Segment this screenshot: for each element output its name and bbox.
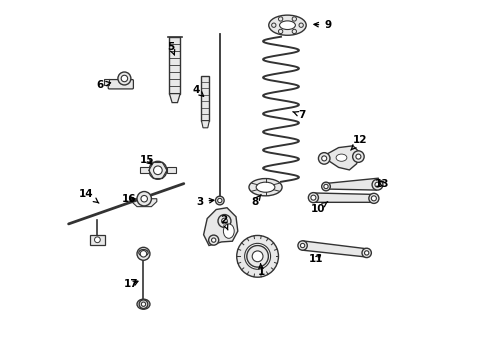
Circle shape [365,251,369,255]
Circle shape [139,300,148,309]
Polygon shape [170,94,180,103]
FancyBboxPatch shape [108,80,133,89]
Text: 14: 14 [79,189,99,203]
Circle shape [153,166,162,175]
Circle shape [353,151,364,162]
Ellipse shape [223,224,234,238]
FancyBboxPatch shape [170,37,180,94]
Ellipse shape [256,182,275,192]
Polygon shape [201,121,209,128]
Text: 15: 15 [140,155,154,165]
Circle shape [321,182,330,191]
Ellipse shape [137,299,150,309]
Circle shape [356,154,361,159]
Polygon shape [324,178,380,190]
Polygon shape [322,146,360,170]
Polygon shape [204,208,238,246]
Circle shape [321,156,327,161]
Text: 12: 12 [351,135,368,150]
Circle shape [141,302,146,306]
Circle shape [372,179,383,190]
Circle shape [216,196,224,205]
Circle shape [212,238,216,242]
Text: 8: 8 [251,194,261,207]
Circle shape [221,218,227,224]
Ellipse shape [280,21,295,30]
Circle shape [247,246,269,267]
Circle shape [278,29,283,33]
Circle shape [245,243,270,269]
Text: 13: 13 [375,179,390,189]
Circle shape [318,153,330,164]
Circle shape [141,195,147,202]
Polygon shape [132,199,157,207]
Circle shape [140,251,147,257]
Circle shape [137,247,150,260]
Ellipse shape [336,154,347,161]
Circle shape [369,193,379,203]
Text: 4: 4 [193,85,204,96]
Circle shape [292,17,296,21]
Text: 1: 1 [258,264,265,277]
Polygon shape [103,79,109,85]
Circle shape [324,184,328,189]
Text: 17: 17 [124,279,139,289]
Polygon shape [167,167,176,173]
Circle shape [362,248,371,258]
Text: 6: 6 [97,80,111,90]
Circle shape [137,192,151,206]
Circle shape [271,23,276,27]
Ellipse shape [249,179,282,196]
Circle shape [371,196,376,201]
Text: 3: 3 [196,197,214,207]
Circle shape [118,72,131,85]
Text: 9: 9 [314,20,331,30]
Circle shape [149,161,167,179]
Circle shape [121,75,127,82]
Text: 10: 10 [311,202,328,214]
Text: 5: 5 [168,42,175,55]
Circle shape [218,215,231,228]
Circle shape [298,241,307,250]
Circle shape [299,23,303,27]
Circle shape [237,235,278,277]
Circle shape [252,251,263,262]
Circle shape [300,243,305,248]
Text: 16: 16 [122,194,136,204]
Circle shape [278,17,283,21]
Text: 2: 2 [220,215,228,230]
Text: 11: 11 [309,254,323,264]
Circle shape [218,198,222,203]
Text: 7: 7 [293,110,306,120]
Circle shape [292,29,296,33]
Ellipse shape [139,249,148,256]
Polygon shape [314,193,374,202]
Circle shape [209,235,219,245]
Circle shape [308,193,318,203]
Ellipse shape [269,15,306,35]
Polygon shape [303,241,367,257]
Circle shape [375,182,380,187]
Circle shape [311,195,316,200]
FancyBboxPatch shape [201,76,209,121]
Circle shape [95,237,100,243]
Polygon shape [140,167,149,173]
FancyBboxPatch shape [90,235,104,245]
